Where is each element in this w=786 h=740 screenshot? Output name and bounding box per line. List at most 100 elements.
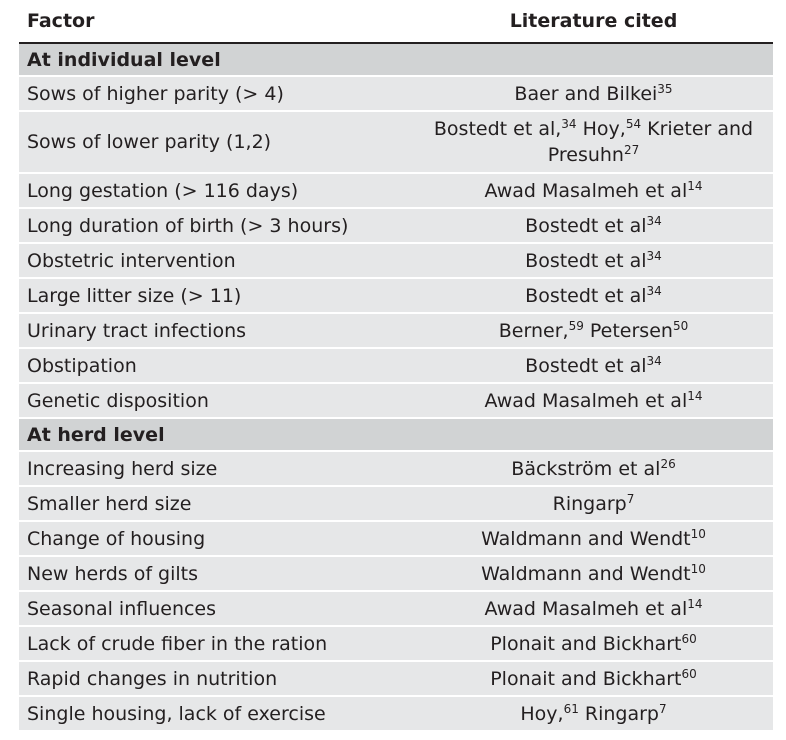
reference-number: 26 — [660, 456, 676, 471]
table-row: Seasonal influences Awad Masalmeh et al14 — [19, 592, 773, 627]
reference-number: 14 — [687, 178, 703, 193]
reference-number: 10 — [690, 526, 706, 541]
citation-cell: Bostedt et al34 — [414, 213, 773, 239]
factor-cell: Long duration of birth (> 3 hours) — [27, 214, 349, 237]
table-row: Increasing herd size Bäckström et al26 — [19, 452, 773, 487]
factor-cell: Obstipation — [27, 354, 137, 377]
citation-author: Petersen — [583, 319, 673, 342]
reference-number: 34 — [646, 213, 662, 228]
table-row: Smaller herd size Ringarp7 — [19, 487, 773, 522]
factor-cell: Genetic disposition — [27, 389, 209, 412]
table-row: Sows of lower parity (1,2) Bostedt et al,… — [19, 112, 773, 174]
citation-author: Waldmann and Wendt — [481, 562, 691, 585]
table-row: Sows of higher parity (> 4) Baer and Bilk… — [19, 77, 773, 112]
factor-cell: Obstetric intervention — [27, 249, 236, 272]
citation-author: Bostedt et al — [525, 354, 647, 377]
table-row: Change of housing Waldmann and Wendt10 — [19, 522, 773, 557]
factor-cell: Seasonal influences — [27, 597, 217, 620]
table-row: Rapid changes in nutrition Plonait and Bi… — [19, 662, 773, 697]
citation-cell: Berner,59 Petersen50 — [414, 318, 773, 344]
reference-number: 34 — [646, 353, 662, 368]
citation-author: Hoy, — [576, 118, 626, 140]
reference-number: 59 — [568, 318, 584, 333]
table-row: Urinary tract infections Berner,59 Peters… — [19, 314, 773, 349]
factor-cell: Increasing herd size — [27, 457, 218, 480]
factors-table: Factor Literature cited At individual le… — [19, 0, 773, 732]
citation-cell: Awad Masalmeh et al14 — [414, 388, 773, 414]
citation-author: Berner, — [498, 319, 569, 342]
table-row: Long gestation (> 116 days) Awad Masalmeh… — [19, 174, 773, 209]
section-title: At herd level — [27, 423, 165, 446]
reference-number: 61 — [563, 701, 579, 716]
factor-cell: Sows of higher parity (> 4) — [27, 82, 284, 105]
citation-author: Bostedt et al — [525, 284, 647, 307]
citation-cell: Plonait and Bickhart60 — [414, 666, 773, 692]
citation-author: Bäckström et al — [511, 457, 661, 480]
citation-cell: Baer and Bilkei35 — [414, 81, 773, 107]
reference-number: 27 — [623, 143, 640, 157]
citation-cell: Waldmann and Wendt10 — [414, 561, 773, 587]
citation-cell: Bostedt et al,34 Hoy,54 Krieter and Pres… — [414, 116, 773, 168]
table-body: At individual level Sows of higher parity… — [19, 44, 773, 732]
section-row: At individual level — [19, 44, 773, 77]
reference-number: 7 — [658, 701, 667, 716]
citation-author: Bostedt et al — [525, 214, 647, 237]
reference-number: 60 — [681, 666, 697, 681]
factor-column-header: Factor — [27, 10, 95, 32]
citation-cell: Awad Masalmeh et al14 — [414, 178, 773, 204]
reference-number: 10 — [690, 561, 706, 576]
section-row: At herd level — [19, 419, 773, 452]
factor-cell: Urinary tract infections — [27, 319, 247, 342]
citation-cell: Hoy,61 Ringarp7 — [414, 701, 773, 727]
reference-number: 34 — [646, 248, 662, 263]
citation-cell: Ringarp7 — [414, 491, 773, 517]
section-title: At individual level — [27, 48, 221, 71]
factor-cell: Rapid changes in nutrition — [27, 667, 278, 690]
citation-author: Plonait and Bickhart — [490, 667, 682, 690]
citation-cell: Bostedt et al34 — [414, 283, 773, 309]
citation-cell: Bostedt et al34 — [414, 248, 773, 274]
citation-author: Awad Masalmeh et al — [484, 389, 688, 412]
reference-number: 7 — [626, 491, 635, 506]
table-row: Obstipation Bostedt et al34 — [19, 349, 773, 384]
citation-author: Ringarp — [578, 702, 659, 725]
reference-number: 14 — [687, 388, 703, 403]
reference-number: 50 — [672, 318, 689, 333]
table-row: Lack of crude fiber in the ration Plonait… — [19, 627, 773, 662]
citation-cell: Awad Masalmeh et al14 — [414, 596, 773, 622]
citation-author: Waldmann and Wendt — [481, 527, 691, 550]
citation-author: Awad Masalmeh et al — [484, 597, 688, 620]
citation-author: Bostedt et al — [525, 249, 647, 272]
citation-author: Plonait and Bickhart — [490, 632, 682, 655]
citation-author: Awad Masalmeh et al — [484, 179, 688, 202]
reference-number: 34 — [561, 117, 577, 131]
citation-author: Krieter and Presuhn — [547, 118, 754, 166]
reference-number: 35 — [657, 81, 673, 96]
factor-cell: Sows of lower parity (1,2) — [27, 131, 272, 153]
factor-cell: Long gestation (> 116 days) — [27, 179, 299, 202]
table-row: Large litter size (> 11) Bostedt et al34 — [19, 279, 773, 314]
citation-cell: Waldmann and Wendt10 — [414, 526, 773, 552]
factor-cell: Single housing, lack of exercise — [27, 702, 326, 725]
citation-author: Baer and Bilkei — [514, 82, 658, 105]
table-header: Factor Literature cited — [19, 0, 773, 44]
reference-number: 60 — [681, 631, 697, 646]
reference-number: 34 — [646, 283, 662, 298]
factor-cell: Large litter size (> 11) — [27, 284, 242, 307]
citation-author: Bostedt et al, — [433, 118, 562, 140]
citation-author: Hoy, — [520, 702, 564, 725]
table-row: New herds of gilts Waldmann and Wendt10 — [19, 557, 773, 592]
factor-cell: Smaller herd size — [27, 492, 192, 515]
table-row: Long duration of birth (> 3 hours) Bosted… — [19, 209, 773, 244]
reference-number: 14 — [687, 596, 703, 611]
table-row: Obstetric intervention Bostedt et al34 — [19, 244, 773, 279]
citation-cell: Bostedt et al34 — [414, 353, 773, 379]
literature-column-header: Literature cited — [509, 10, 678, 32]
citation-cell: Plonait and Bickhart60 — [414, 631, 773, 657]
factor-cell: New herds of gilts — [27, 562, 199, 585]
table-row: Single housing, lack of exercise Hoy,61 R… — [19, 697, 773, 732]
citation-author: Ringarp — [552, 492, 627, 515]
table-row: Genetic disposition Awad Masalmeh et al14 — [19, 384, 773, 419]
factor-cell: Lack of crude fiber in the ration — [27, 632, 328, 655]
reference-number: 54 — [625, 117, 642, 131]
